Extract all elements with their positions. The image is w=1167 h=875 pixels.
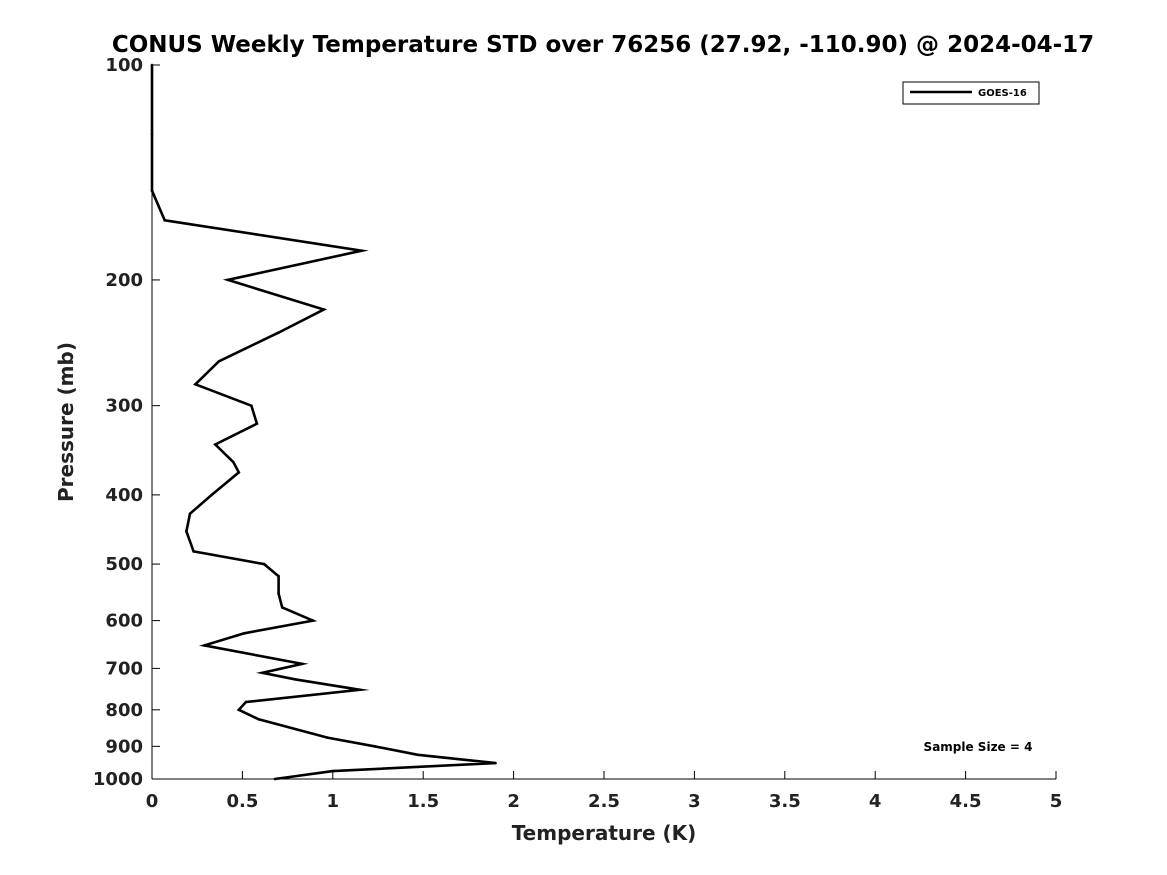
data-point (250, 404, 253, 408)
data-point (185, 530, 188, 533)
data-point (194, 383, 197, 386)
y-tick-label: 400 (105, 485, 143, 506)
data-point (277, 574, 280, 578)
y-tick-label: 200 (105, 270, 143, 291)
series-layer (150, 63, 497, 781)
data-point (226, 278, 230, 282)
data-point (203, 644, 206, 647)
data-point (358, 688, 362, 692)
data-point (277, 592, 280, 595)
data-point (262, 562, 266, 566)
x-tick-label: 1.5 (407, 791, 439, 812)
legend-label: GOES-16 (978, 88, 1027, 99)
data-point (273, 777, 277, 781)
chart-title: CONUS Weekly Temperature STD over 76256 … (112, 32, 1094, 58)
y-axis-label: Pressure (mb) (54, 342, 78, 502)
data-point (192, 550, 195, 553)
data-point (214, 443, 217, 446)
data-point (494, 761, 497, 765)
x-tick-label: 0.5 (226, 791, 258, 812)
x-tick-label: 2 (507, 791, 520, 812)
data-point (326, 736, 329, 739)
data-point (280, 606, 284, 609)
data-point (300, 662, 304, 666)
x-tick-label: 4 (869, 791, 882, 812)
data-point (261, 671, 264, 675)
data-point (150, 189, 154, 192)
y-tick-label: 700 (105, 658, 143, 679)
data-point (277, 331, 280, 334)
y-tick-label: 300 (105, 396, 143, 417)
x-tick-label: 4.5 (950, 791, 982, 812)
data-point (322, 308, 326, 311)
y-tick-label: 600 (105, 611, 143, 632)
data-point (293, 678, 297, 681)
data-point (150, 132, 154, 136)
data-point (217, 360, 221, 363)
data-point (163, 219, 166, 222)
data-point (416, 753, 420, 757)
x-tick-label: 3.5 (769, 791, 801, 812)
x-tick-label: 2.5 (588, 791, 620, 812)
data-point (311, 619, 315, 622)
data-point (188, 512, 192, 515)
x-tick-label: 3 (688, 791, 701, 812)
data-point (150, 63, 154, 67)
data-point (257, 718, 261, 721)
data-point (360, 249, 364, 252)
data-point (255, 422, 259, 426)
y-tick-label: 1000 (93, 769, 143, 790)
data-point (244, 700, 248, 704)
data-point (373, 745, 376, 748)
y-tick-label: 500 (105, 554, 143, 575)
data-point (331, 769, 335, 773)
y-ticks: 100 200 300 400 500 600 700 800 900 1000 (93, 55, 160, 790)
data-point (237, 708, 241, 712)
data-point (237, 471, 241, 474)
data-point (232, 460, 235, 464)
y-tick-label: 900 (105, 736, 143, 757)
x-tick-label: 1 (327, 791, 340, 812)
y-tick-label: 100 (105, 55, 143, 76)
sample-size-annotation: Sample Size = 4 (924, 740, 1033, 754)
x-tick-label: 0 (146, 791, 159, 812)
x-ticks: 0 0.5 1 1.5 2 2.5 3 3.5 4 4.5 5 (146, 771, 1063, 812)
y-tick-label: 800 (105, 700, 143, 721)
legend: GOES-16 (902, 81, 1040, 105)
data-point (210, 493, 213, 497)
data-point (242, 632, 246, 635)
x-tick-label: 5 (1050, 791, 1063, 812)
x-axis-label: Temperature (K) (512, 821, 697, 845)
